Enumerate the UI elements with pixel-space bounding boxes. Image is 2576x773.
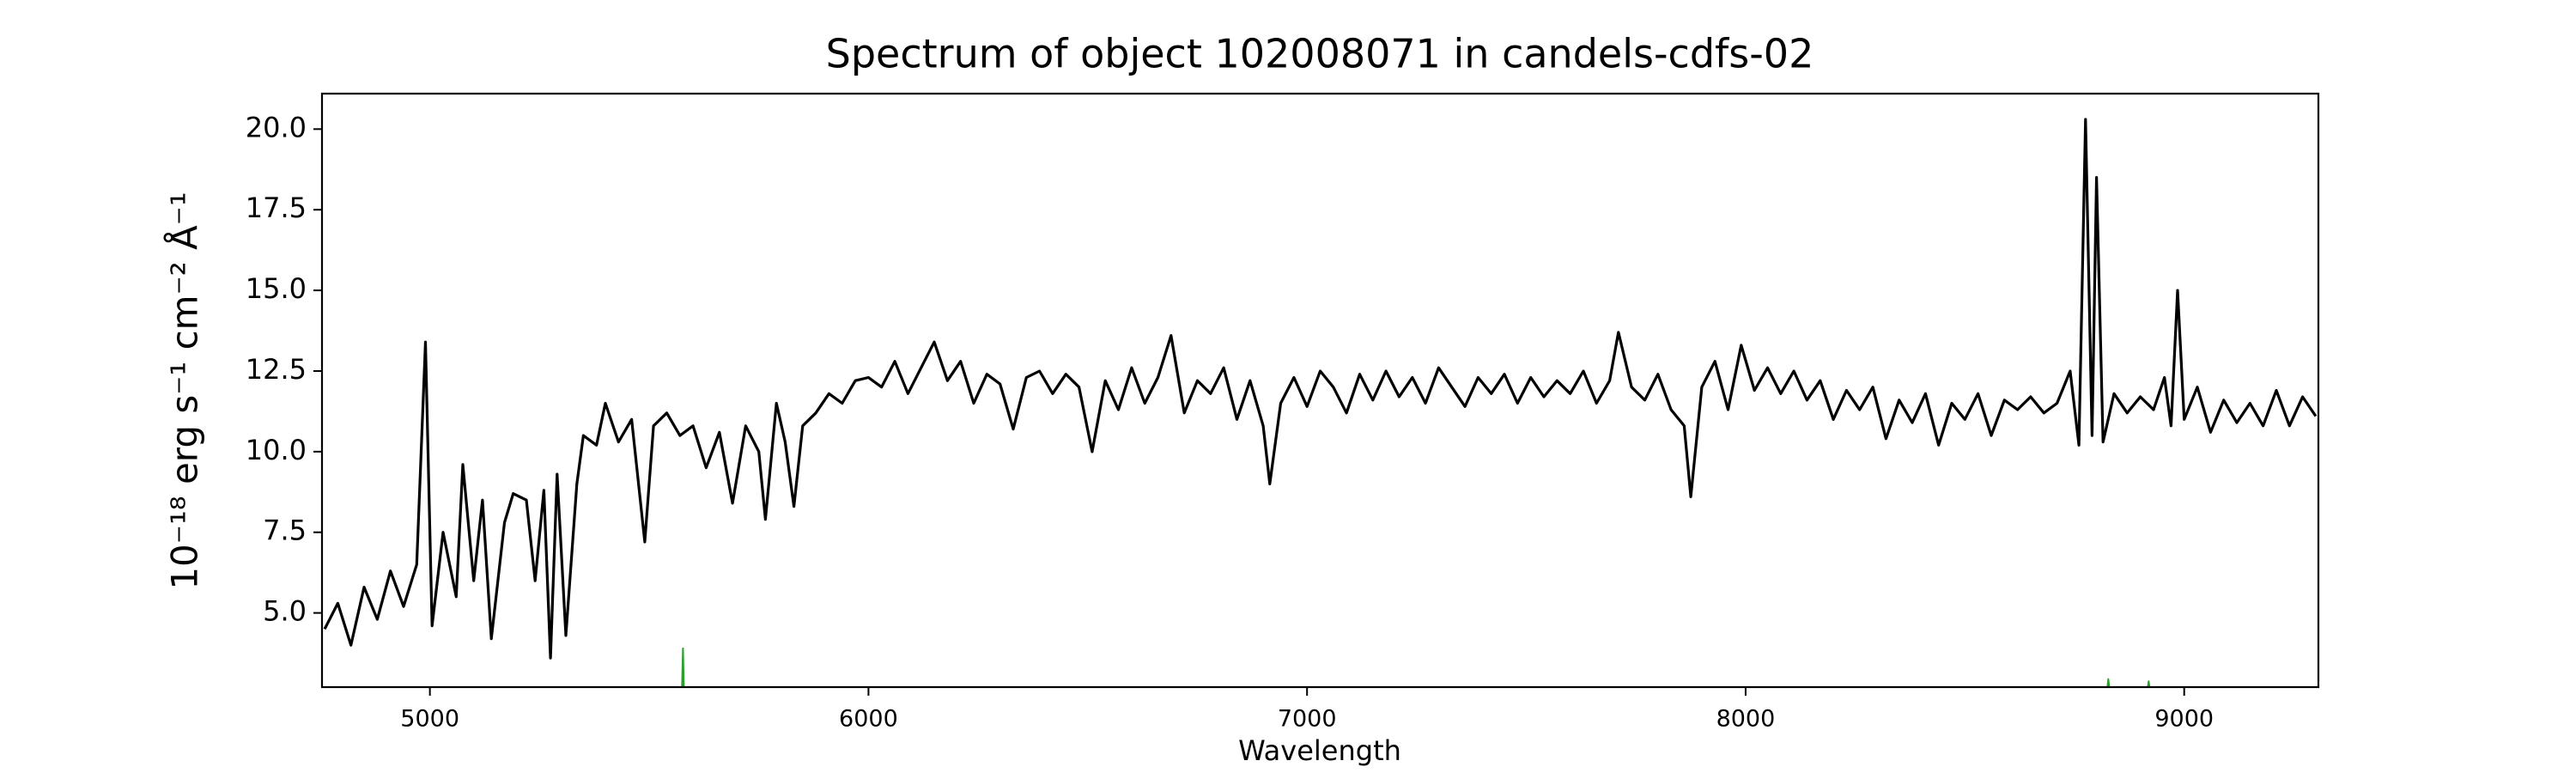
y-tick-label: 15.0 [246,272,307,305]
spectrum-line [322,647,2318,688]
y-tick-label: 7.5 [263,514,307,547]
y-axis-label: 10⁻¹⁸ erg s⁻¹ cm⁻² Å⁻¹ [163,192,206,589]
plot-frame [320,92,2320,689]
y-tick-label: 5.0 [263,595,307,628]
y-tick-label: 17.5 [246,192,307,224]
x-axis-label: Wavelength [1238,734,1401,767]
y-tick-label: 12.5 [246,353,307,386]
x-tick-label: 8000 [1716,706,1776,733]
x-tick-label: 6000 [839,706,898,733]
x-tick-label: 5000 [400,706,459,733]
spectrum-line [323,118,2318,660]
y-tick-label: 20.0 [246,111,307,143]
y-tick-label: 10.0 [246,434,307,466]
x-tick-label: 7000 [1278,706,1337,733]
x-tick-label: 9000 [2154,706,2214,733]
chart-title: Spectrum of object 102008071 in candels-… [826,31,1814,77]
